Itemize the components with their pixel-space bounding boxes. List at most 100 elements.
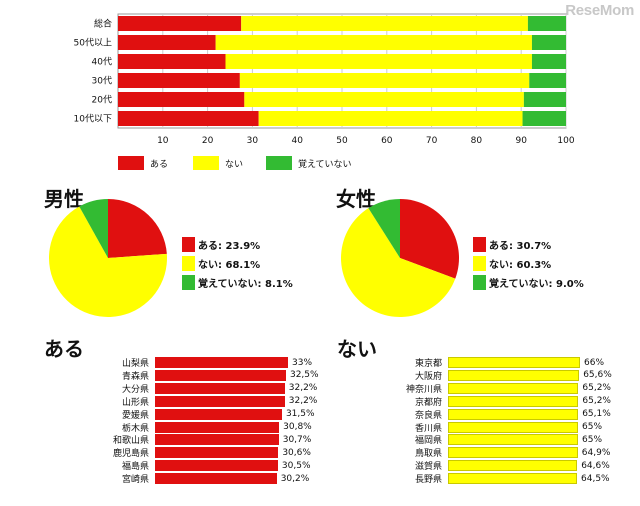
x-tick-label: 50 bbox=[336, 136, 348, 146]
ranking-value: 64,6% bbox=[581, 460, 610, 471]
male-legend-swatch-aru bbox=[182, 236, 195, 252]
ranking-value: 65% bbox=[582, 422, 603, 432]
ranking-bar bbox=[155, 369, 286, 381]
female-pie-chart bbox=[341, 199, 459, 317]
age-stacked-bar-chart: 10 20 30 40 50 60 70 80 90 100 総合 50代以上 40代 30代 20代 10代… bbox=[74, 13, 575, 146]
prefecture-label: 長野県 bbox=[414, 475, 442, 486]
male-pie-chart bbox=[48, 199, 167, 317]
ranking-value: 64,5% bbox=[581, 473, 610, 484]
legend-swatch-aru bbox=[118, 156, 144, 170]
pie-slice-ある bbox=[400, 199, 459, 279]
ranking-bar bbox=[448, 357, 580, 368]
ranking-bar bbox=[155, 382, 285, 394]
bar-segment-ない bbox=[241, 16, 528, 31]
bar-segment-覚えていない bbox=[531, 35, 566, 50]
ranking-row: 鳥取県 64,9% bbox=[368, 447, 611, 459]
female-legend-swatch-oboeteinai bbox=[473, 274, 486, 290]
ranking-bar bbox=[448, 447, 578, 459]
x-tick-label: 10 bbox=[157, 136, 169, 146]
prefecture-label: 栃木県 bbox=[121, 423, 149, 434]
x-tick-label: 70 bbox=[426, 136, 438, 146]
ranking-row: 福島県 30,5% bbox=[75, 460, 311, 473]
ranking-bar bbox=[155, 447, 279, 459]
nai-ranking-title: ない bbox=[337, 337, 377, 361]
x-tick-label: 30 bbox=[247, 136, 259, 146]
ranking-value: 32,2% bbox=[288, 383, 318, 394]
male-legend-aru: ある: 23.9% bbox=[182, 235, 293, 253]
male-legend-label-oboeteinai: 覚えていない: 8.1% bbox=[198, 278, 293, 290]
prefecture-label: 香川県 bbox=[414, 423, 442, 434]
female-legend-nai: ない: 60.3% bbox=[473, 254, 584, 272]
bar-segment-覚えていない bbox=[529, 73, 566, 88]
bar-segment-ない bbox=[239, 73, 530, 88]
ranking-row: 長野県 64,5% bbox=[368, 473, 610, 486]
ranking-bar bbox=[155, 460, 278, 472]
prefecture-label: 福岡県 bbox=[414, 436, 442, 447]
ranking-row: 東京都 66% bbox=[368, 357, 604, 369]
ranking-bar bbox=[155, 357, 288, 368]
category-label: 50代以上 bbox=[74, 38, 112, 49]
bar-segment-ない bbox=[258, 111, 523, 126]
x-tick-label: 40 bbox=[291, 136, 303, 146]
category-label: 30代 bbox=[92, 76, 112, 87]
legend-item-aru: ある bbox=[118, 156, 168, 170]
ranking-value: 65% bbox=[582, 434, 603, 445]
ranking-bar bbox=[448, 473, 577, 485]
prefecture-label: 大分県 bbox=[121, 384, 149, 395]
pie-slice-覚えていない bbox=[368, 199, 400, 258]
ranking-bar bbox=[448, 460, 578, 472]
bar-segment-ある bbox=[118, 111, 259, 126]
prefecture-label: 山梨県 bbox=[121, 359, 149, 369]
ranking-row: 和歌山県 30,7% bbox=[75, 434, 311, 446]
prefecture-label: 大阪府 bbox=[414, 371, 442, 382]
bar-segment-ある bbox=[118, 16, 242, 31]
ranking-value: 32,5% bbox=[289, 370, 319, 381]
ranking-value: 65,1% bbox=[582, 409, 611, 420]
category-label: 20代 bbox=[92, 95, 112, 106]
ranking-value: 30,2% bbox=[280, 473, 310, 484]
bar-segment-ない bbox=[225, 54, 532, 69]
ranking-bar bbox=[448, 434, 578, 446]
x-tick-label: 60 bbox=[381, 136, 393, 146]
prefecture-label: 宮崎県 bbox=[121, 475, 149, 486]
legend-item-nai: ない bbox=[193, 156, 243, 170]
ranking-bar bbox=[448, 395, 579, 407]
ranking-bar bbox=[448, 421, 578, 433]
prefecture-label: 奈良県 bbox=[414, 410, 442, 421]
legend-swatch-nai bbox=[193, 156, 219, 170]
ranking-value: 64,9% bbox=[581, 447, 611, 458]
female-legend-label-oboeteinai: 覚えていない: 9.0% bbox=[489, 278, 584, 290]
ranking-row: 香川県 65% bbox=[368, 421, 603, 434]
ranking-row: 京都府 65,2% bbox=[368, 395, 611, 408]
prefecture-label: 青森県 bbox=[121, 371, 149, 382]
female-legend-label-aru: ある: 30.7% bbox=[489, 240, 552, 252]
ranking-value: 31,5% bbox=[285, 409, 315, 420]
male-legend-oboeteinai: 覚えていない: 8.1% bbox=[182, 273, 293, 291]
prefecture-label: 福島県 bbox=[121, 462, 149, 473]
ranking-bar bbox=[155, 434, 279, 446]
prefecture-label: 神奈川県 bbox=[405, 384, 442, 395]
ranking-row: 山梨県 33% bbox=[75, 357, 312, 369]
female-legend-swatch-nai bbox=[473, 255, 486, 271]
ranking-row: 山形県 32,2% bbox=[75, 395, 317, 408]
ranking-bar bbox=[155, 408, 282, 420]
prefecture-label: 愛媛県 bbox=[121, 410, 149, 421]
prefecture-label: 東京都 bbox=[414, 359, 442, 369]
ranking-value: 30,8% bbox=[283, 422, 312, 432]
ranking-bar bbox=[448, 408, 579, 420]
ranking-bar bbox=[155, 395, 285, 407]
ranking-row: 愛媛県 31,5% bbox=[75, 408, 315, 421]
bar-segment-覚えていない bbox=[522, 111, 566, 126]
category-label: 総合 bbox=[94, 18, 112, 30]
legend-label-nai: ない bbox=[225, 159, 244, 170]
bar-segment-覚えていない bbox=[523, 92, 566, 107]
bar-segment-ない bbox=[244, 92, 524, 107]
ranking-value: 65,2% bbox=[582, 383, 611, 394]
x-tick-label: 100 bbox=[557, 136, 574, 146]
ranking-bar bbox=[155, 421, 280, 433]
bar-segment-ない bbox=[215, 35, 532, 50]
ranking-bar bbox=[155, 473, 277, 485]
category-label: 10代以下 bbox=[74, 114, 112, 125]
ranking-value: 30,6% bbox=[282, 447, 311, 458]
pie-slice-覚えていない bbox=[79, 199, 108, 258]
